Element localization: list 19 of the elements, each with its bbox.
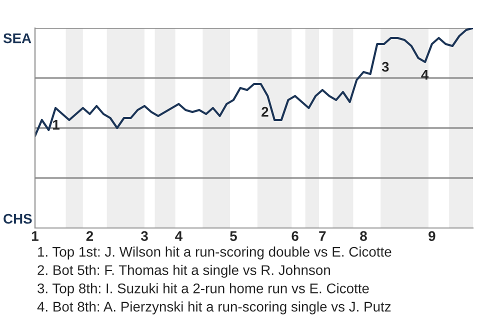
x-tick-label: 1	[32, 231, 38, 241]
x-tick-label: 4	[175, 231, 183, 241]
text: 4. Bot 8th: A. Pierzynski hit a run-scoring single vs J. Putz	[37, 301, 391, 314]
x-tick-label: 3	[140, 231, 148, 241]
annotation: 4	[421, 70, 429, 80]
text: SEA	[3, 33, 32, 44]
annotation: 1	[53, 120, 60, 130]
annotation: 3	[382, 62, 389, 72]
text: 3. Top 8th: I. Suzuki hit a 2-run home run vs E. Cicotte	[38, 283, 369, 296]
x-tick-label: 6	[292, 231, 298, 241]
x-tick-label: 7	[319, 231, 326, 241]
text: CHS	[4, 214, 32, 224]
text: 2. Bot 5th: F. Thomas hit a single vs R. Johnson	[38, 264, 330, 278]
x-tick-label: 8	[360, 231, 367, 241]
annotation: 2	[262, 106, 268, 117]
x-tick-label: 5	[230, 231, 237, 241]
x-tick-label: 2	[86, 231, 94, 241]
x-tick-label: 9	[428, 231, 436, 241]
text: 1. Top 1st: J. Wilson hit a run-scoring double vs E. Cicotte	[38, 246, 392, 260]
